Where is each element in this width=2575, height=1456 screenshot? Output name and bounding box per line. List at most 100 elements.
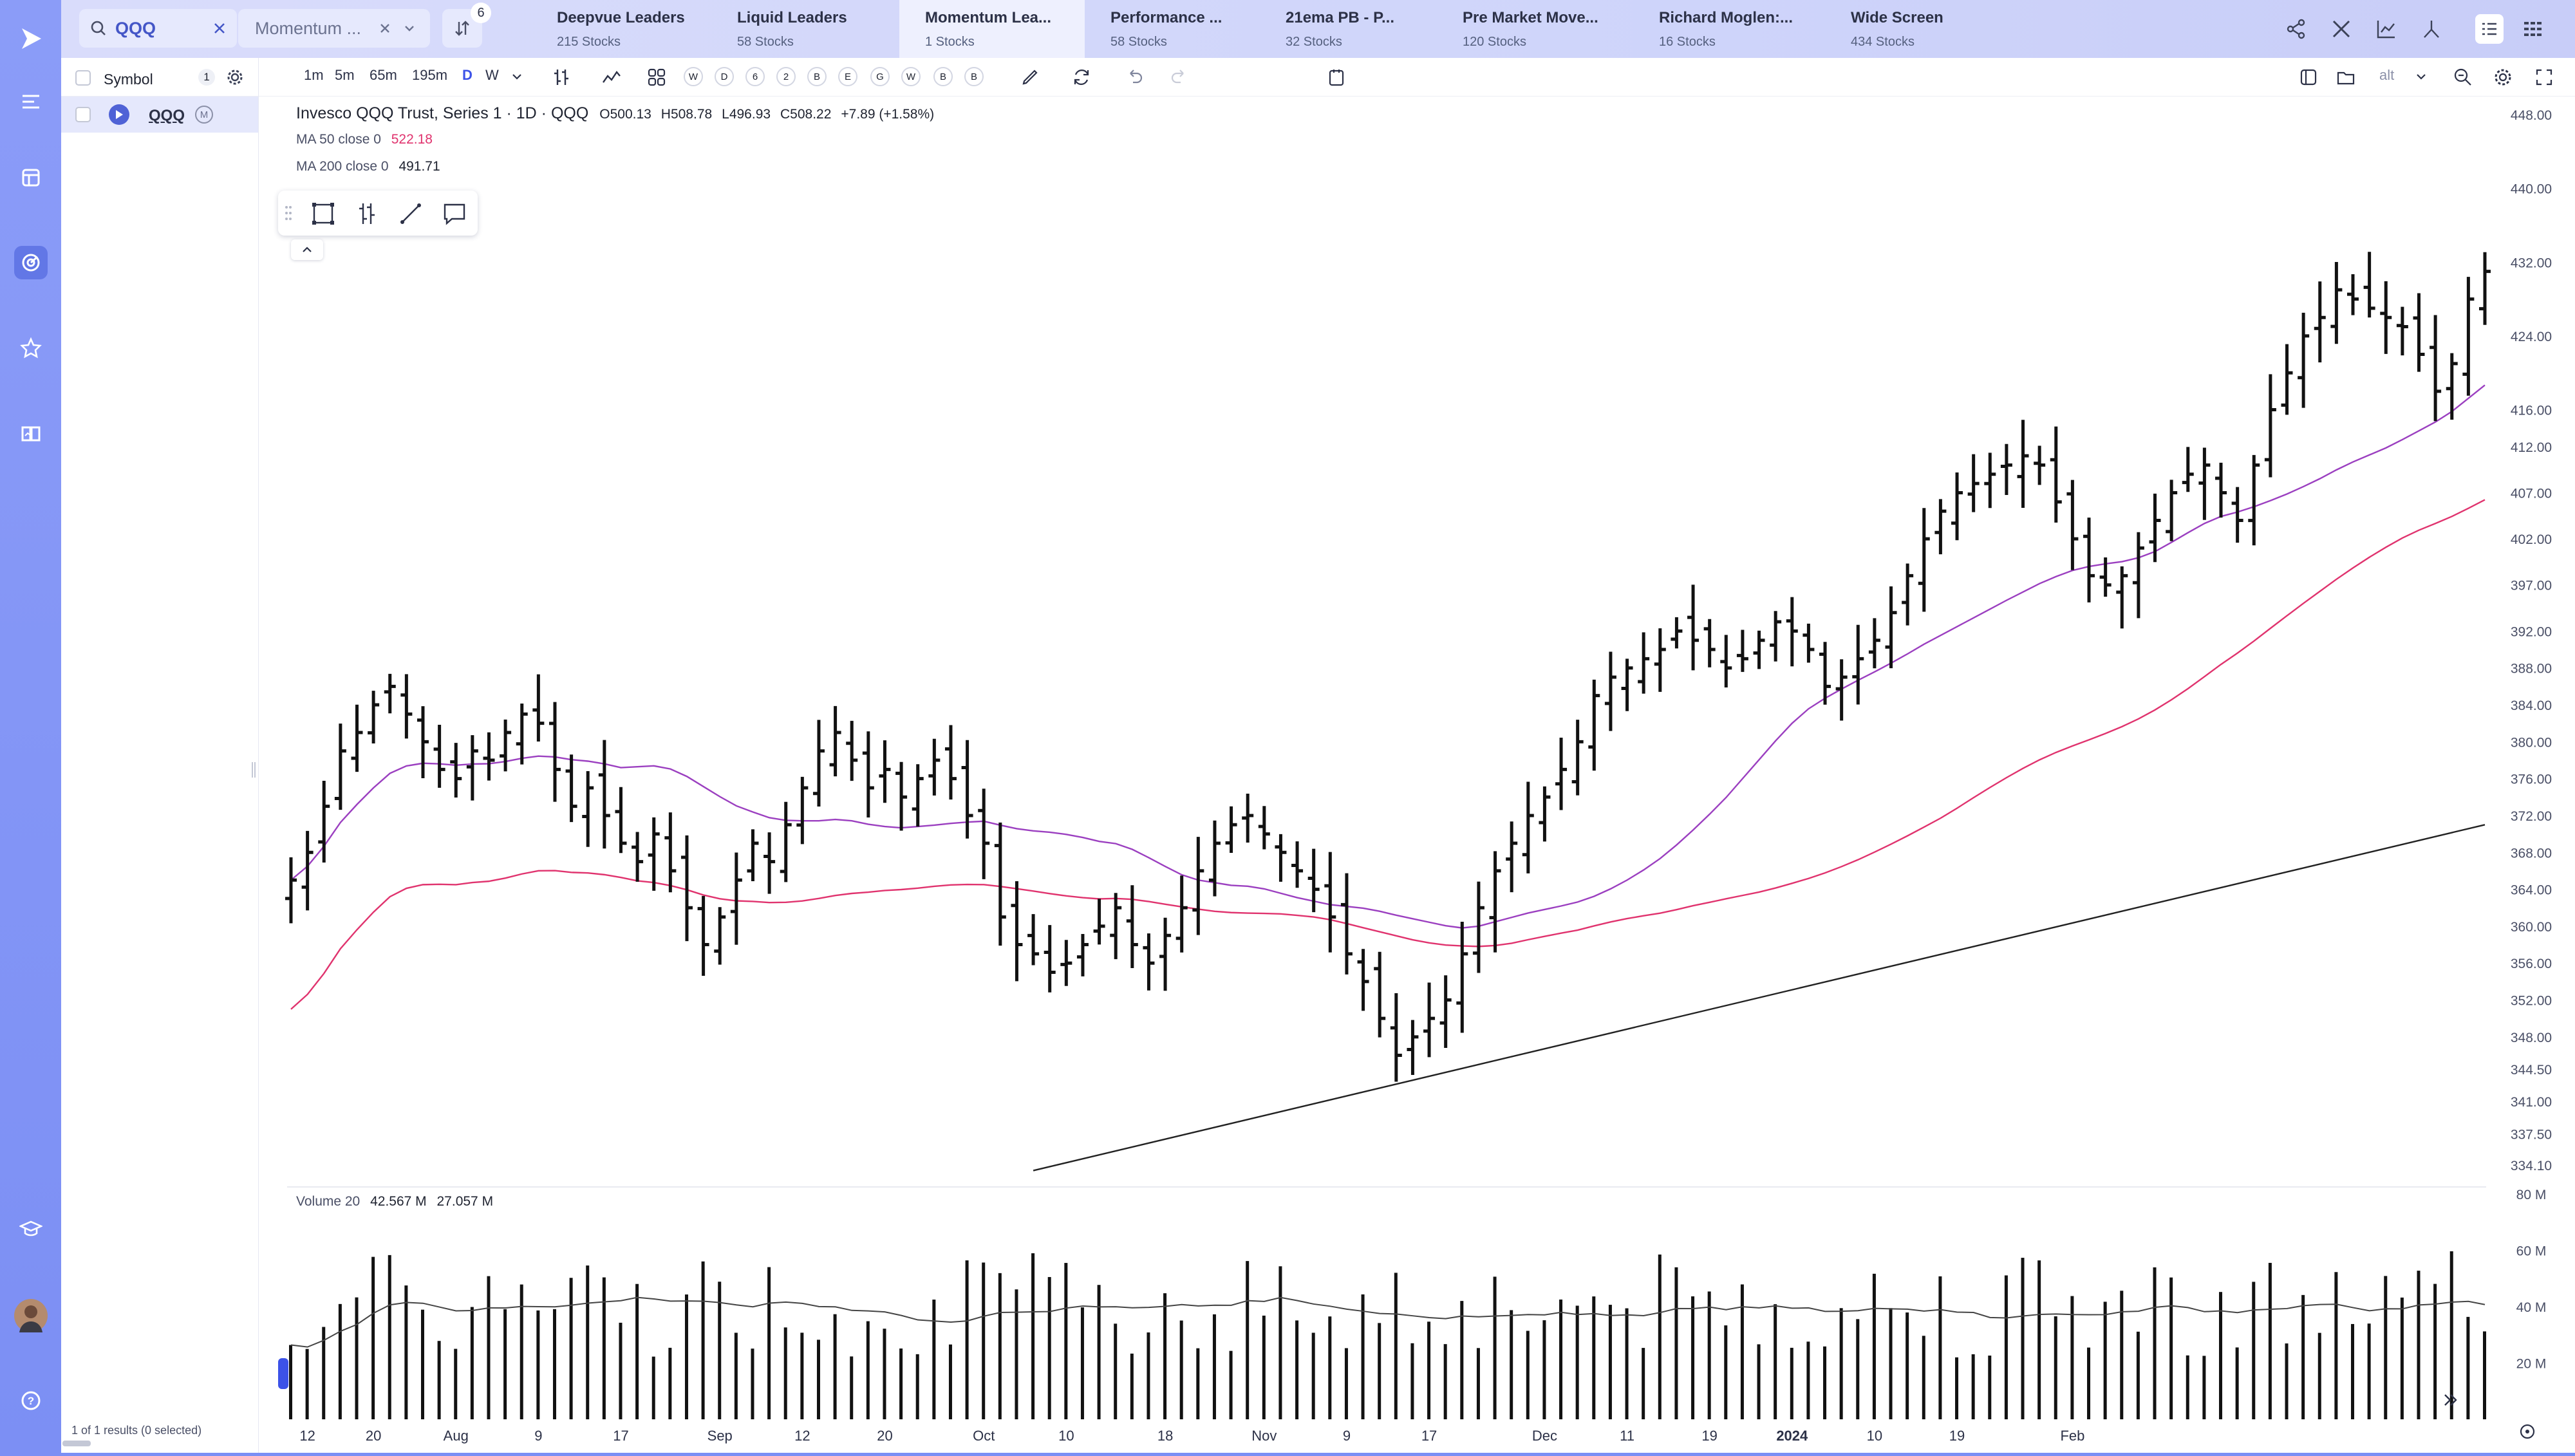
ma200-legend[interactable]: MA 200 close 0 491.71 (296, 159, 440, 174)
settings-gear-icon[interactable] (226, 68, 244, 86)
ohlc-bar (2347, 274, 2359, 315)
alt-dropdown[interactable]: alt (2379, 67, 2395, 83)
education-icon[interactable] (14, 1213, 48, 1246)
volume-legend[interactable]: Volume 20 42.567 M 27.057 M (296, 1194, 494, 1209)
ohlc-bar (2132, 532, 2144, 619)
chart-book-icon[interactable] (14, 417, 48, 451)
ohlc-bar (1835, 659, 1848, 721)
circle-6[interactable]: 6 (745, 67, 765, 86)
bar-type-icon[interactable] (551, 67, 572, 88)
star-icon[interactable] (14, 331, 48, 364)
undo-icon[interactable] (1124, 67, 1145, 88)
circle-2[interactable]: 2 (776, 67, 796, 86)
symbol-column-header[interactable]: Symbol (104, 71, 153, 88)
redo-icon[interactable] (1169, 67, 1190, 88)
refresh-icon[interactable] (1071, 67, 1092, 88)
pane-expand-handle[interactable] (278, 1358, 288, 1389)
play-icon[interactable] (109, 104, 129, 125)
chevron-up-icon (303, 247, 312, 252)
tab-performance[interactable]: Performance ... 58 Stocks (1110, 9, 1222, 49)
tab-liquid-leaders[interactable]: Liquid Leaders 58 Stocks (737, 9, 847, 49)
ohlc-tool-icon[interactable] (354, 201, 380, 227)
tab-pre-market-movers[interactable]: Pre Market Move... 120 Stocks (1463, 9, 1598, 49)
notes-icon[interactable] (1326, 67, 1347, 88)
grid-view-icon[interactable] (2522, 18, 2543, 43)
interval-weekly[interactable]: W (485, 67, 499, 83)
drag-handle-icon[interactable] (285, 205, 292, 221)
price-tick-label: 384.00 (2511, 698, 2552, 713)
indicators-icon[interactable] (601, 67, 622, 88)
tab-21ema-pb[interactable]: 21ema PB - P... 32 Stocks (1286, 9, 1394, 49)
tab-richard-moglen[interactable]: Richard Moglen:... 16 Stocks (1659, 9, 1793, 49)
alt-chevron-icon[interactable] (2415, 71, 2427, 82)
volume-bar (2120, 1291, 2124, 1419)
draw-pencil-icon[interactable] (1020, 67, 1040, 88)
circle-b[interactable]: B (807, 67, 827, 86)
circle-w2[interactable]: W (901, 67, 921, 86)
scroll-right-icon[interactable] (2441, 1390, 2460, 1410)
indicator-chart-icon[interactable] (2375, 18, 2397, 43)
fullscreen-icon[interactable] (2534, 67, 2554, 88)
interval-5m[interactable]: 5m (335, 67, 355, 83)
interval-195m[interactable]: 195m (412, 67, 448, 83)
avatar[interactable] (14, 1299, 48, 1332)
panel-resize-handle[interactable] (252, 762, 256, 778)
price-tick-label: 348.00 (2511, 1031, 2552, 1045)
trendline-tool-icon[interactable] (398, 201, 424, 227)
ohlc-bar (500, 719, 512, 772)
circle-b2[interactable]: B (933, 67, 953, 86)
interval-chevron-icon[interactable] (511, 71, 523, 82)
price-axis[interactable]: 448.00 440.00 432.00 424.00 416.00 412.00 407.… (2511, 108, 2552, 1173)
menu-icon[interactable] (14, 85, 48, 118)
watchlist-dropdown[interactable]: Momentum ... (238, 9, 430, 48)
rectangle-tool-icon[interactable] (310, 201, 336, 227)
chart-area[interactable]: 448.00 440.00 432.00 424.00 416.00 412.00 407.… (259, 97, 2575, 1453)
zoom-icon[interactable] (2453, 67, 2473, 88)
tab-wide-screen[interactable]: Wide Screen 434 Stocks (1851, 9, 1943, 49)
row-checkbox[interactable] (75, 107, 91, 122)
ma50-legend[interactable]: MA 50 close 0 522.18 (296, 132, 433, 147)
time-axis[interactable]: 12 20 Aug 9 17 Sep 12 20 Oct 10 18 Nov 9 17 Dec 11 19 202… (299, 1428, 2084, 1444)
horizontal-scrollbar[interactable] (62, 1441, 91, 1446)
clear-watchlist-icon[interactable] (379, 22, 391, 35)
price-tick-label: 360.00 (2511, 920, 2552, 935)
folder-icon[interactable] (2336, 67, 2356, 88)
reset-view-icon[interactable] (2518, 1423, 2536, 1441)
watchlist-icon[interactable] (14, 161, 48, 194)
select-all-checkbox[interactable] (75, 70, 91, 86)
panel-layout-icon[interactable] (2298, 67, 2319, 88)
ohlc-bar (2281, 344, 2293, 415)
compare-icon[interactable] (2420, 18, 2442, 43)
tab-deepvue-leaders[interactable]: Deepvue Leaders 215 Stocks (557, 9, 685, 49)
share-icon[interactable] (2285, 18, 2307, 43)
collapse-toolbox-button[interactable] (291, 239, 323, 260)
volume-bar (651, 1356, 655, 1419)
circle-w[interactable]: W (684, 67, 703, 86)
x-social-icon[interactable] (2330, 18, 2352, 43)
chevron-down-icon[interactable] (403, 22, 416, 35)
chart-settings-icon[interactable] (2493, 67, 2513, 88)
interval-65m[interactable]: 65m (370, 67, 397, 83)
circle-d[interactable]: D (715, 67, 734, 86)
volume-bar (915, 1354, 919, 1419)
search-box[interactable]: QQQ (79, 9, 237, 48)
layout-grid-icon[interactable] (646, 67, 667, 88)
interval-daily[interactable]: D (462, 67, 473, 83)
ohlc-bar (928, 738, 941, 796)
logo-icon[interactable] (14, 22, 48, 55)
row-symbol[interactable]: QQQ (149, 107, 185, 124)
radar-icon[interactable] (14, 246, 48, 279)
circle-b3[interactable]: B (964, 67, 984, 86)
clear-search-icon[interactable] (212, 21, 227, 35)
watchlist-row[interactable]: QQQ M (61, 97, 258, 133)
note-tool-icon[interactable] (442, 201, 467, 227)
interval-1m[interactable]: 1m (304, 67, 324, 83)
list-view-button[interactable] (2475, 14, 2504, 44)
ohlc-bar (1060, 940, 1072, 986)
circle-e[interactable]: E (838, 67, 857, 86)
price-chart[interactable]: 448.00 440.00 432.00 424.00 416.00 412.00 407.… (259, 97, 2575, 1453)
help-icon[interactable]: ? (14, 1384, 48, 1417)
tab-momentum-leaders[interactable]: Momentum Lea... 1 Stocks (899, 0, 1085, 58)
circle-g[interactable]: G (870, 67, 890, 86)
search-input[interactable]: QQQ (115, 18, 156, 38)
